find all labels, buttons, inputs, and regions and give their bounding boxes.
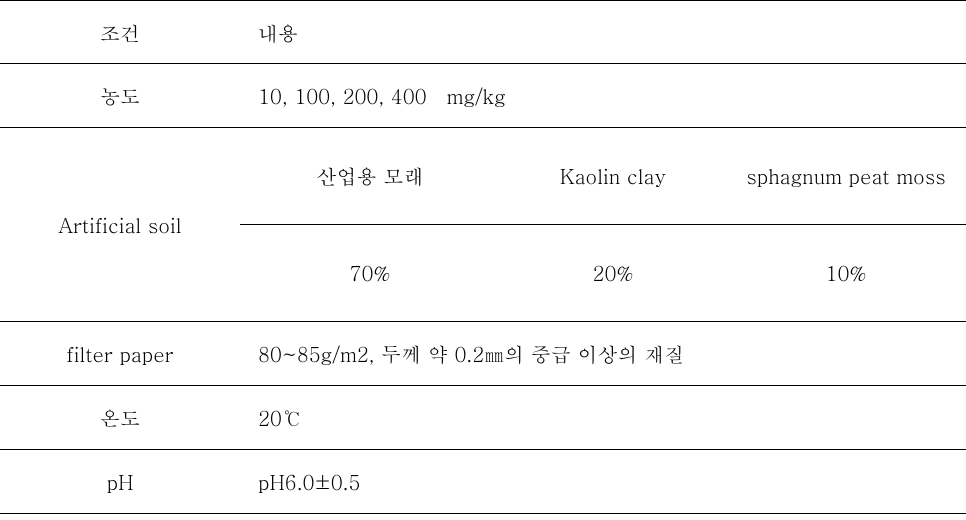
temperature-value: 20℃	[240, 403, 966, 432]
ph-label: pH	[0, 467, 240, 496]
row-ph: pH pH6.0±0.5	[0, 450, 966, 514]
table-header-row: 조건 내용	[0, 0, 966, 64]
soil-col-peat-value: 10%	[726, 258, 966, 288]
row-artificial-soil: Artificial soil 산업용 모래 Kaolin clay sphag…	[0, 128, 966, 322]
header-content: 내용	[240, 18, 966, 47]
soil-col-sand-value: 70%	[240, 258, 500, 288]
filter-paper-label: filter paper	[0, 339, 240, 368]
row-concentration: 농도 10, 100, 200, 400 mg/kg	[0, 64, 966, 128]
artificial-soil-values: 70% 20% 10%	[240, 225, 966, 322]
temperature-label: 온도	[0, 403, 240, 432]
soil-col-peat-label: sphagnum peat moss	[726, 161, 966, 191]
ph-value: pH6.0±0.5	[240, 467, 966, 496]
row-filter-paper: filter paper 80~85g/m2, 두께 약 0.2㎜의 중급 이상…	[0, 322, 966, 386]
concentration-value: 10, 100, 200, 400 mg/kg	[240, 81, 966, 110]
artificial-soil-label: Artificial soil	[0, 210, 240, 239]
row-temperature: 온도 20℃	[0, 386, 966, 450]
artificial-soil-columns: 산업용 모래 Kaolin clay sphagnum peat moss 70…	[240, 128, 966, 321]
artificial-soil-headers: 산업용 모래 Kaolin clay sphagnum peat moss	[240, 128, 966, 225]
header-label: 조건	[0, 18, 240, 47]
soil-col-sand-label: 산업용 모래	[240, 161, 500, 191]
soil-col-kaolin-value: 20%	[500, 258, 726, 288]
filter-paper-value: 80~85g/m2, 두께 약 0.2㎜의 중급 이상의 재질	[240, 339, 966, 368]
concentration-label: 농도	[0, 81, 240, 110]
specification-table: 조건 내용 농도 10, 100, 200, 400 mg/kg Artific…	[0, 0, 966, 514]
soil-col-kaolin-label: Kaolin clay	[500, 161, 726, 191]
